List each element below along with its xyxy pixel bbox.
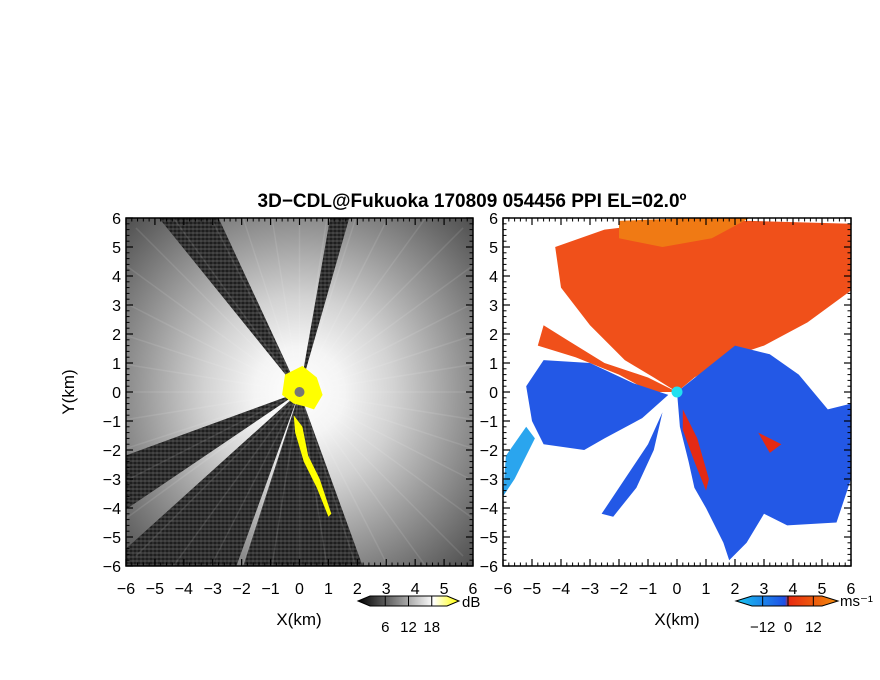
snr-colorbar: 6 12 18 dB — [356, 594, 480, 636]
velocity-approaching-region — [526, 345, 851, 561]
colorbar-tick-label: −12 — [750, 619, 775, 636]
left-x-axis-label: X(km) — [276, 610, 321, 629]
y-tick-label: −1 — [480, 414, 498, 431]
x-tick-label: −5 — [146, 581, 164, 598]
velocity-strong-approach-region — [503, 426, 535, 497]
velocity-receding-far-region — [619, 218, 750, 247]
y-tick-label: 5 — [489, 240, 498, 257]
y-tick-label: −3 — [480, 472, 498, 489]
x-tick-label: 1 — [324, 581, 333, 598]
y-tick-label: −6 — [480, 559, 498, 576]
x-tick-label: −3 — [581, 581, 599, 598]
velocity-receding-region — [537, 220, 851, 392]
x-tick-label: 5 — [818, 581, 827, 598]
velocity-colorbar-unit: ms⁻¹ — [840, 593, 873, 610]
radar-marker-right — [671, 386, 683, 398]
y-tick-label: −5 — [103, 530, 121, 547]
y-tick-label: 5 — [112, 240, 121, 257]
y-tick-label: −3 — [103, 472, 121, 489]
velocity-colorbar-ticks: −12 0 12 — [750, 596, 822, 636]
right-axis-ticks: −6 −5 −4 −3 −2 −1 0 1 2 3 4 5 6 6 5 4 3 2 1 0 −1 −2 −3 −4 −5 −6 — [480, 211, 856, 598]
y-tick-label: −1 — [103, 414, 121, 431]
snr-streaks — [126, 218, 473, 566]
y-tick-label: −5 — [480, 530, 498, 547]
x-tick-label: 4 — [411, 581, 420, 598]
colorbar-tick-label: 6 — [381, 619, 389, 636]
x-tick-label: 6 — [469, 581, 478, 598]
x-tick-label: 0 — [295, 581, 304, 598]
colorbar-tick-label: 0 — [784, 619, 792, 636]
x-tick-label: 6 — [847, 581, 856, 598]
x-tick-label: −6 — [494, 581, 512, 598]
colorbar-tick-label: 12 — [400, 619, 417, 636]
y-tick-label: 0 — [112, 385, 121, 402]
y-tick-label: 6 — [489, 211, 498, 228]
x-tick-label: −3 — [204, 581, 222, 598]
y-tick-label: 3 — [112, 298, 121, 315]
colorbar-tick-label: 12 — [805, 619, 822, 636]
radar-marker-left — [294, 387, 305, 397]
velocity-colorbar-gradient — [734, 595, 840, 607]
x-tick-label: −1 — [639, 581, 657, 598]
right-x-axis-label: X(km) — [654, 610, 699, 629]
snr-colorbar-unit: dB — [462, 594, 480, 611]
y-tick-label: 3 — [489, 298, 498, 315]
x-tick-label: 4 — [789, 581, 798, 598]
x-tick-label: 2 — [353, 581, 362, 598]
y-tick-label: 1 — [112, 356, 121, 373]
left-axis-ticks: −6 −5 −4 −3 −2 −1 0 1 2 3 4 5 6 6 5 4 3 2 1 0 −1 −2 −3 −4 −5 −6 — [103, 211, 478, 598]
y-tick-label: −4 — [103, 501, 121, 518]
y-tick-label: 4 — [489, 269, 498, 286]
y-tick-label: 2 — [489, 327, 498, 344]
snr-blocked-sectors — [126, 218, 363, 566]
snr-colorbar-ticks: 6 12 18 — [381, 596, 440, 636]
y-tick-label: 1 — [489, 356, 498, 373]
x-tick-label: −6 — [117, 581, 135, 598]
x-tick-label: −1 — [261, 581, 279, 598]
snr-high-region — [282, 365, 332, 517]
x-tick-label: 3 — [760, 581, 769, 598]
y-tick-label: 2 — [112, 327, 121, 344]
x-tick-label: 5 — [440, 581, 449, 598]
y-tick-label: 4 — [112, 269, 121, 286]
y-tick-label: −6 — [103, 559, 121, 576]
x-tick-label: −5 — [523, 581, 541, 598]
x-tick-label: 2 — [731, 581, 740, 598]
x-tick-label: −2 — [233, 581, 251, 598]
y-tick-label: −2 — [480, 443, 498, 460]
colorbar-tick-label: 18 — [423, 619, 440, 636]
x-tick-label: 0 — [673, 581, 682, 598]
x-tick-label: −4 — [175, 581, 193, 598]
y-axis-label: Y(km) — [59, 369, 78, 414]
y-tick-label: −4 — [480, 501, 498, 518]
y-tick-label: 0 — [489, 385, 498, 402]
velocity-panel — [503, 218, 851, 566]
x-tick-label: −4 — [552, 581, 570, 598]
chart-title: 3D−CDL@Fukuoka 170809 054456 PPI EL=02.0… — [258, 191, 687, 212]
y-tick-label: 6 — [112, 211, 121, 228]
x-tick-label: 3 — [382, 581, 391, 598]
y-tick-label: −2 — [103, 443, 121, 460]
x-tick-label: 1 — [702, 581, 711, 598]
x-tick-label: −2 — [610, 581, 628, 598]
velocity-colorbar: −12 0 12 ms⁻¹ — [734, 593, 873, 636]
